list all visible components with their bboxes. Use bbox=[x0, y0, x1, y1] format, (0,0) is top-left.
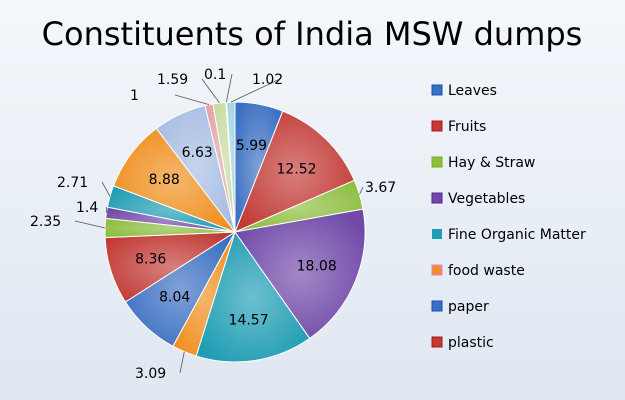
data-label: 2.35 bbox=[30, 214, 61, 230]
leader-line bbox=[74, 220, 106, 229]
legend-swatch bbox=[431, 84, 443, 96]
data-label: 1.4 bbox=[76, 200, 98, 216]
data-label: 3.09 bbox=[135, 366, 166, 382]
data-label: 0.1 bbox=[204, 67, 226, 83]
legend-swatch bbox=[431, 300, 443, 312]
legend-swatch bbox=[431, 192, 443, 204]
data-label: 8.36 bbox=[135, 252, 166, 268]
legend-label: plastic bbox=[448, 335, 494, 351]
legend-swatch bbox=[432, 229, 442, 239]
pie-slice bbox=[234, 110, 355, 233]
leader-line bbox=[101, 181, 111, 197]
data-label: 18.08 bbox=[297, 259, 337, 275]
chart-title: Constituents of India MSW dumps bbox=[42, 15, 583, 53]
data-label: 12.52 bbox=[276, 162, 316, 178]
data-labels: 5.99 12.52 3.67 18.08 14.57 3.09 8.04 8.36 2.35 1… bbox=[30, 67, 396, 382]
legend-label: food waste bbox=[448, 263, 525, 279]
data-label: 1 bbox=[130, 88, 139, 104]
pie-slices bbox=[104, 101, 366, 363]
pie-slice bbox=[195, 230, 311, 363]
legend-label: paper bbox=[448, 299, 489, 315]
legend-swatch bbox=[431, 120, 443, 132]
legend-swatch bbox=[431, 336, 443, 348]
data-label: 5.99 bbox=[236, 138, 267, 154]
data-label: 2.71 bbox=[57, 175, 88, 191]
leader-line bbox=[174, 94, 210, 105]
leader-line bbox=[230, 78, 281, 103]
legend-label: Fruits bbox=[448, 119, 486, 135]
pie-slice bbox=[234, 208, 366, 340]
leader-line bbox=[225, 73, 233, 103]
data-label: 6.63 bbox=[182, 145, 213, 161]
leader-line bbox=[201, 78, 220, 104]
legend-label: Leaves bbox=[448, 83, 497, 99]
leader-line bbox=[359, 186, 364, 195]
data-label: 8.88 bbox=[149, 172, 180, 188]
legend-swatch bbox=[431, 264, 443, 276]
legend-label: Hay & Straw bbox=[448, 155, 535, 171]
leader-line bbox=[179, 351, 185, 374]
data-label: 1.59 bbox=[157, 72, 188, 88]
data-label: 1.02 bbox=[252, 72, 283, 88]
legend-label: Vegetables bbox=[448, 191, 525, 207]
data-label: 8.04 bbox=[159, 290, 190, 306]
data-label: 3.67 bbox=[365, 180, 396, 196]
data-label: 14.57 bbox=[229, 312, 269, 328]
legend-label: Fine Organic Matter bbox=[448, 227, 586, 243]
chart-legend: Leaves Fruits Hay & Straw Vegetables Fine Or… bbox=[431, 83, 586, 351]
legend-swatch bbox=[431, 156, 443, 168]
